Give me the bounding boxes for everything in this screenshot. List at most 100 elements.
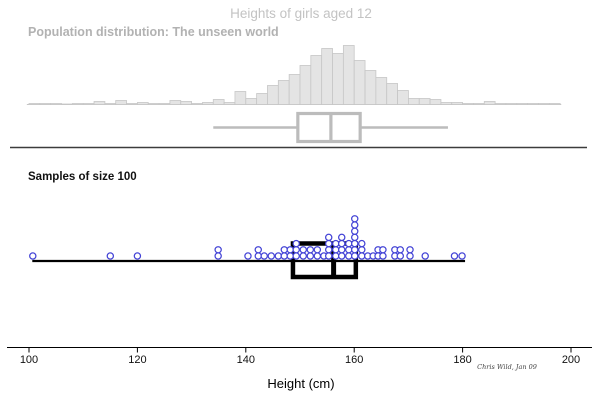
histogram-bar [245, 98, 258, 105]
axis-tick-label: 180 [453, 354, 471, 366]
histogram-bar [136, 102, 149, 105]
axis-tick-label: 120 [128, 354, 146, 366]
population-histogram [26, 45, 562, 105]
histogram-bar [169, 100, 182, 105]
sample-dot [379, 252, 387, 260]
sample-dot [338, 239, 346, 248]
sample-dot [267, 252, 275, 260]
histogram-bar [364, 70, 377, 105]
histogram-bar [494, 103, 507, 105]
page-title: Heights of girls aged 12 [230, 6, 372, 21]
sample-dot [345, 252, 353, 260]
axis-tick-label: 140 [237, 354, 255, 366]
sample-dot [396, 246, 404, 254]
sample-dot [274, 252, 283, 260]
sample-dot [421, 252, 429, 260]
sample-dot [299, 252, 307, 260]
sample-dot [313, 246, 322, 254]
sample-dot [306, 252, 315, 260]
sample-dot [345, 239, 353, 248]
x-axis-title: Height (cm) [267, 376, 334, 391]
sample-dot [406, 246, 414, 254]
sample-dot [133, 252, 142, 260]
sample-dot [338, 233, 346, 242]
histogram-bar [516, 103, 529, 105]
sample-dot [458, 252, 466, 260]
sample-dot [338, 246, 346, 254]
sample-dot [299, 246, 307, 254]
sample-dot [313, 252, 322, 260]
samples-section-label: Samples of size 100 [28, 171, 137, 183]
sample-dot [406, 252, 414, 260]
histogram-bar [82, 103, 95, 105]
histogram-bar [397, 90, 409, 105]
sample-dot [244, 252, 252, 260]
histogram-bar [505, 103, 518, 105]
histogram-bar [407, 98, 420, 105]
histogram-bar [527, 103, 539, 105]
histogram-bar [375, 77, 388, 105]
histogram-bar [332, 53, 344, 105]
sample-dot [351, 252, 359, 260]
histogram-bar [277, 80, 290, 105]
sample-dot [358, 239, 366, 248]
histogram-bar [93, 101, 106, 105]
sample-dot [325, 239, 333, 248]
sample-dot [351, 233, 359, 242]
histogram-bar [223, 102, 236, 105]
sample-dot [325, 233, 333, 242]
sample-dot [286, 246, 294, 254]
histogram-bar [202, 102, 214, 105]
population-box [296, 111, 362, 144]
population-section-label: Population distribution: The unseen worl… [28, 25, 279, 39]
histogram-bar [288, 74, 301, 105]
sample-dot [351, 239, 359, 248]
histogram-bar [234, 91, 247, 105]
histogram-bar [115, 100, 127, 105]
sample-dot [338, 252, 346, 260]
histogram-bar [310, 55, 323, 105]
sample-dot [280, 252, 289, 260]
sample-dot [106, 252, 115, 260]
histogram-bar [39, 103, 52, 105]
histogram-bar [429, 99, 442, 105]
sample-dot [214, 246, 222, 254]
sample-dot [325, 252, 333, 260]
histogram-bar [126, 103, 138, 105]
histogram-bar [353, 60, 366, 105]
sample-dot [286, 252, 294, 260]
sample-dot [29, 252, 37, 260]
histogram-bar [158, 103, 171, 105]
histogram-bar [386, 83, 398, 105]
sample-box [290, 241, 359, 280]
population-boxplot [213, 111, 448, 144]
sample-dot [306, 246, 315, 254]
histogram-bar [548, 103, 561, 105]
histogram-bar [50, 103, 62, 105]
histogram-bar [440, 102, 453, 105]
sample-dot [358, 252, 366, 260]
sample-dot [332, 239, 340, 248]
histogram-bar [267, 85, 279, 105]
sample-dot [280, 246, 289, 254]
sample-dot [345, 246, 353, 254]
axis-tick-label: 100 [20, 354, 38, 366]
histogram-bar [28, 103, 41, 105]
sample-dot [325, 246, 333, 254]
histogram-bar [473, 103, 485, 105]
sample-dot [292, 239, 300, 248]
sample-dot [379, 246, 387, 254]
histogram-bar [321, 48, 333, 105]
sample-dot [450, 252, 459, 260]
histogram-bar [483, 101, 496, 105]
sample-dot [351, 215, 359, 223]
x-axis: 100 120 140 160 180 200 [7, 346, 592, 366]
author-signature: Chris Wild, Jan 09 [477, 363, 537, 371]
histogram-bar [71, 103, 84, 105]
sample-dot [254, 252, 262, 260]
sample-dot [292, 246, 300, 254]
histogram-bar [191, 103, 203, 105]
histogram-bar [61, 103, 73, 105]
